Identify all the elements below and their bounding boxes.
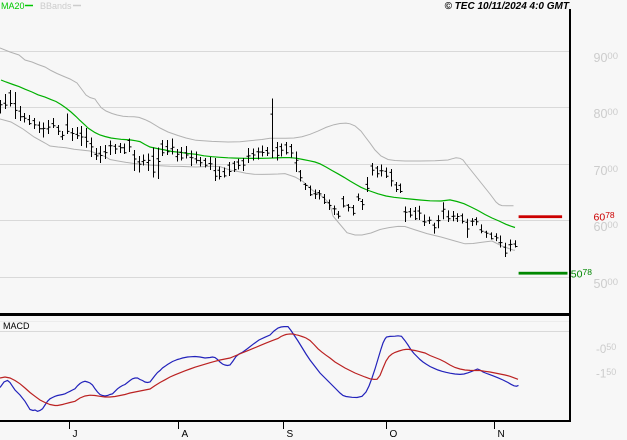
svg-text:S: S [287, 429, 294, 440]
svg-text:6000: 6000 [594, 220, 618, 234]
svg-text:A: A [182, 429, 189, 440]
svg-text:7000: 7000 [594, 164, 618, 178]
svg-text:9000: 9000 [594, 51, 618, 65]
svg-text:BBands: BBands [40, 1, 72, 11]
svg-text:N: N [498, 429, 505, 440]
svg-text:© TEC 10/11/2024 4:0 GMT: © TEC 10/11/2024 4:0 GMT [445, 1, 570, 12]
svg-text:J: J [73, 429, 78, 440]
svg-text:5000: 5000 [594, 277, 618, 291]
svg-text:MA20: MA20 [1, 1, 25, 11]
svg-text:8000: 8000 [594, 107, 618, 121]
svg-text:MACD: MACD [3, 321, 30, 331]
svg-text:O: O [390, 429, 398, 440]
